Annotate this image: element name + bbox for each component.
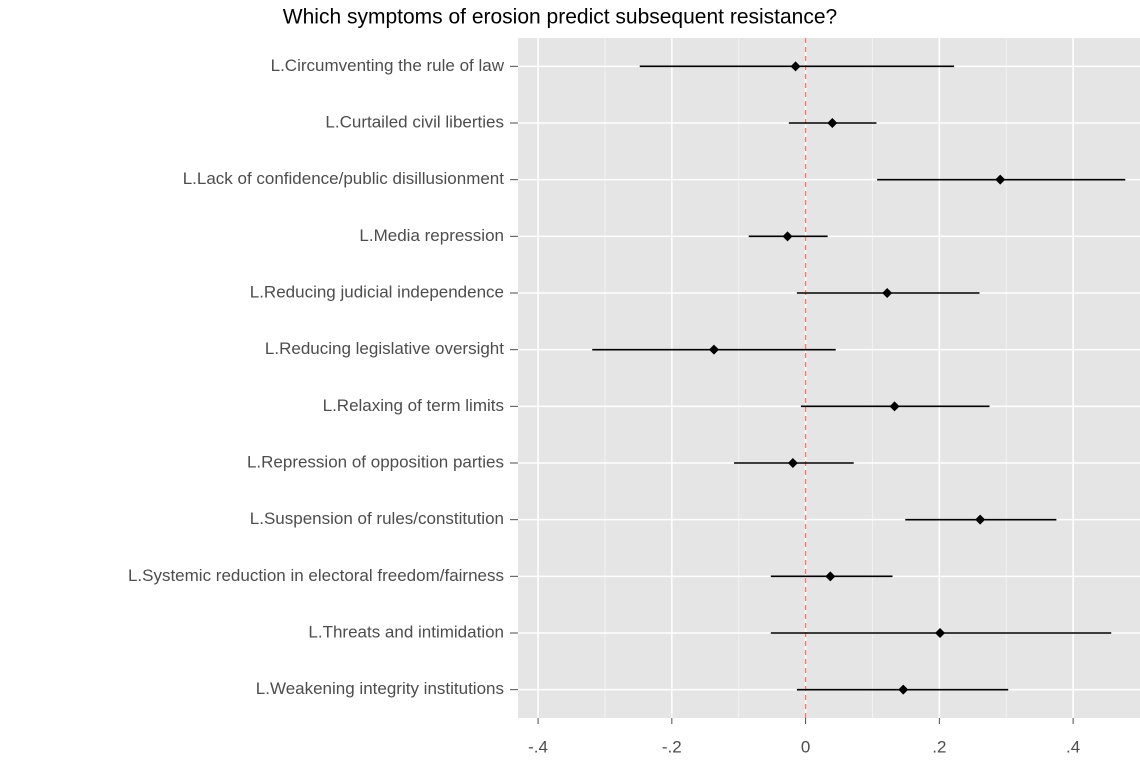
point (975, 514, 986, 525)
point (898, 684, 909, 695)
y-tick-label: L.Weakening integrity institutions (256, 679, 504, 698)
point (935, 628, 946, 638)
y-tick-label: L.Lack of confidence/public disillusionm… (183, 169, 505, 188)
x-tick-label: -.4 (528, 737, 548, 756)
point (708, 344, 719, 355)
point (782, 231, 793, 242)
y-tick-label: L.Media repression (359, 226, 504, 245)
y-tick-label: L.Systemic reduction in electoral freedo… (128, 566, 504, 585)
y-tick-label: L.Circumventing the rule of law (271, 56, 505, 75)
y-tick-label: L.Threats and intimidation (308, 622, 504, 641)
y-tick-label: L.Suspension of rules/constitution (250, 509, 504, 528)
point (827, 118, 838, 128)
point (825, 571, 836, 582)
x-tick-label: 0 (801, 737, 810, 756)
y-tick-label: L.Repression of opposition parties (247, 452, 504, 471)
x-tick-label: .2 (932, 737, 946, 756)
point (995, 174, 1006, 185)
point (787, 458, 798, 468)
y-tick-label: L.Curtailed civil liberties (325, 112, 504, 131)
y-tick-label: L.Relaxing of term limits (323, 396, 504, 415)
x-tick-label: -.2 (662, 737, 682, 756)
panel (518, 38, 1140, 718)
x-tick-label: .4 (1066, 737, 1080, 756)
y-tick-label: L.Reducing judicial independence (250, 282, 504, 301)
point (882, 288, 893, 298)
y-tick-label: L.Reducing legislative oversight (265, 339, 504, 358)
point (889, 401, 900, 412)
point (790, 61, 801, 72)
chart-title: Which symptoms of erosion predict subseq… (283, 6, 837, 29)
